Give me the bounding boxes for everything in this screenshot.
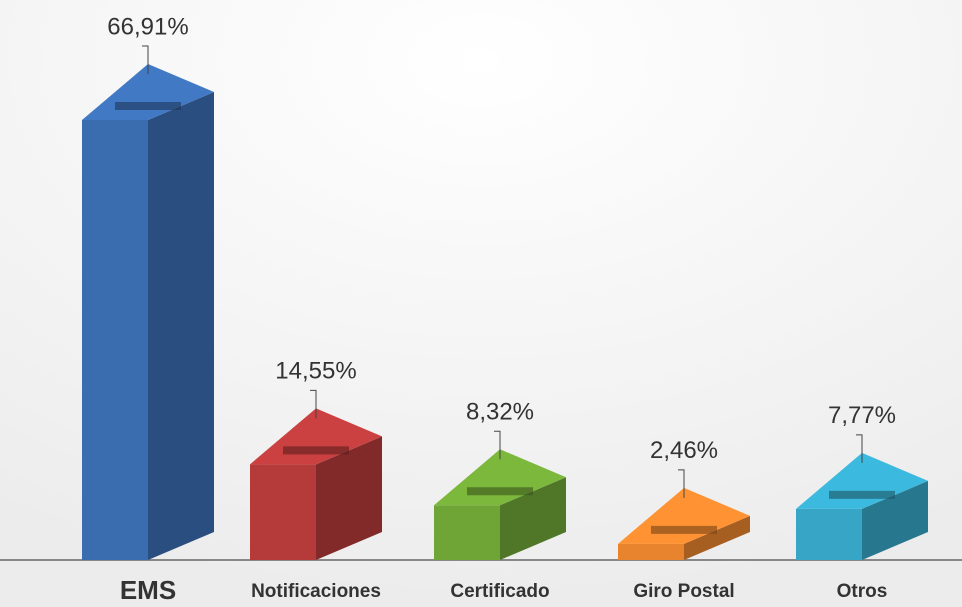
leader-line [142,45,149,74]
bar [434,505,500,560]
category-label: Giro Postal [633,581,734,602]
bar [250,464,316,560]
leader-line [678,469,685,498]
bar [618,543,684,560]
value-label: 7,77% [828,402,896,429]
category-label: Otros [837,581,888,602]
category-label: Certificado [450,581,549,602]
category-label: Notificaciones [251,581,381,602]
leader-line [310,389,317,419]
value-label: 14,55% [275,358,356,385]
bar-side [316,436,382,560]
category-label: EMS [120,575,176,605]
bar-side [862,480,928,560]
bar [82,120,148,560]
value-label: 66,91% [107,13,188,40]
value-label: 2,46% [650,437,718,464]
value-label: 8,32% [466,399,534,426]
bar [796,508,862,560]
bar-side [684,515,750,560]
leader-line [494,430,501,460]
bar-side [500,477,566,560]
bar-side [148,92,214,560]
leader-line [856,434,863,463]
